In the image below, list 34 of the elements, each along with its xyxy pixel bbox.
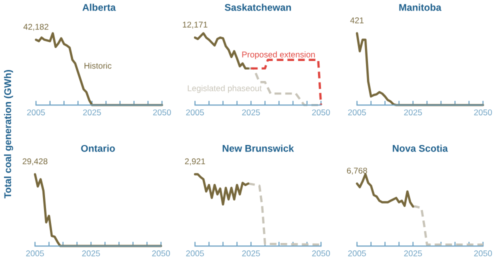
chart-title: Alberta [82,4,116,11]
x-tick-label: 2005 [348,109,366,116]
x-tick-label: 2050 [474,250,492,256]
x-tick-label: 2025 [83,109,101,116]
x-tick-label: 2025 [242,109,260,116]
x-tick-label: 2050 [152,250,170,256]
x-tick-label: 2025 [404,250,422,256]
series-label: Legislated phaseout [188,85,262,93]
x-tick-label: 2050 [312,250,330,256]
text: 421 [350,17,364,24]
x-tick-label: 2025 [404,109,422,116]
chart-title: Saskatchewan [224,4,291,11]
series-label: Historic [84,62,112,69]
text: 29,428 [22,158,48,166]
series-label: Proposed extension [242,51,315,60]
text: 42,182 [23,24,48,31]
x-tick-label: 2005 [348,250,366,256]
chart-title: New Brunswick [222,144,294,152]
x-tick-label: 2005 [186,109,204,116]
chart-title: Nova Scotia [392,144,448,152]
x-tick-label: 2025 [242,250,260,256]
chart-title: Ontario [81,144,115,152]
x-tick-label: 2005 [186,250,204,256]
chart-title: Manitoba [399,4,442,11]
x-tick-label: 2050 [153,109,171,116]
text: 6,768 [346,168,368,175]
x-tick-label: 2050 [474,109,492,116]
x-tick-label: 2025 [82,250,100,256]
x-tick-label: 2005 [26,250,44,256]
text: 2,921 [184,158,206,166]
y-axis-title: Total coal generation (GWh) [4,70,14,198]
text: 12,171 [182,22,208,29]
x-tick-label: 2050 [312,109,330,116]
x-tick-label: 2005 [27,109,45,116]
